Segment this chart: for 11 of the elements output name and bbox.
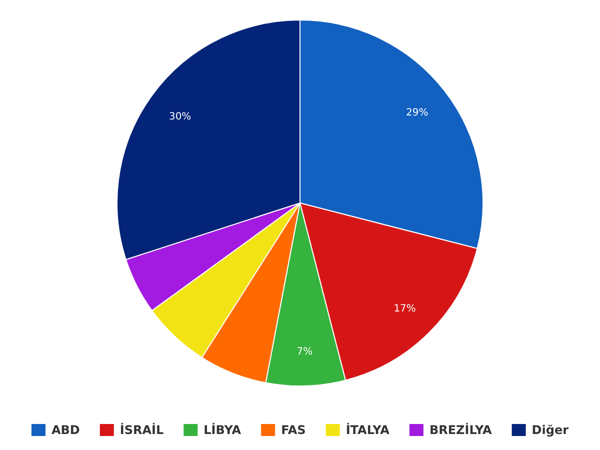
legend-label: Diğer	[532, 423, 569, 438]
legend-label: ABD	[51, 423, 80, 438]
legend-label: İTALYA	[346, 422, 390, 438]
legend-label: BREZİLYA	[429, 422, 493, 438]
legend-label: LİBYA	[204, 422, 242, 438]
legend-label: FAS	[281, 423, 306, 438]
legend-label: İSRAİL	[120, 422, 164, 438]
data-label: 7%	[296, 346, 313, 358]
data-label: 17%	[394, 303, 416, 314]
data-label: 29%	[406, 108, 428, 119]
data-label: 30%	[168, 111, 192, 122]
